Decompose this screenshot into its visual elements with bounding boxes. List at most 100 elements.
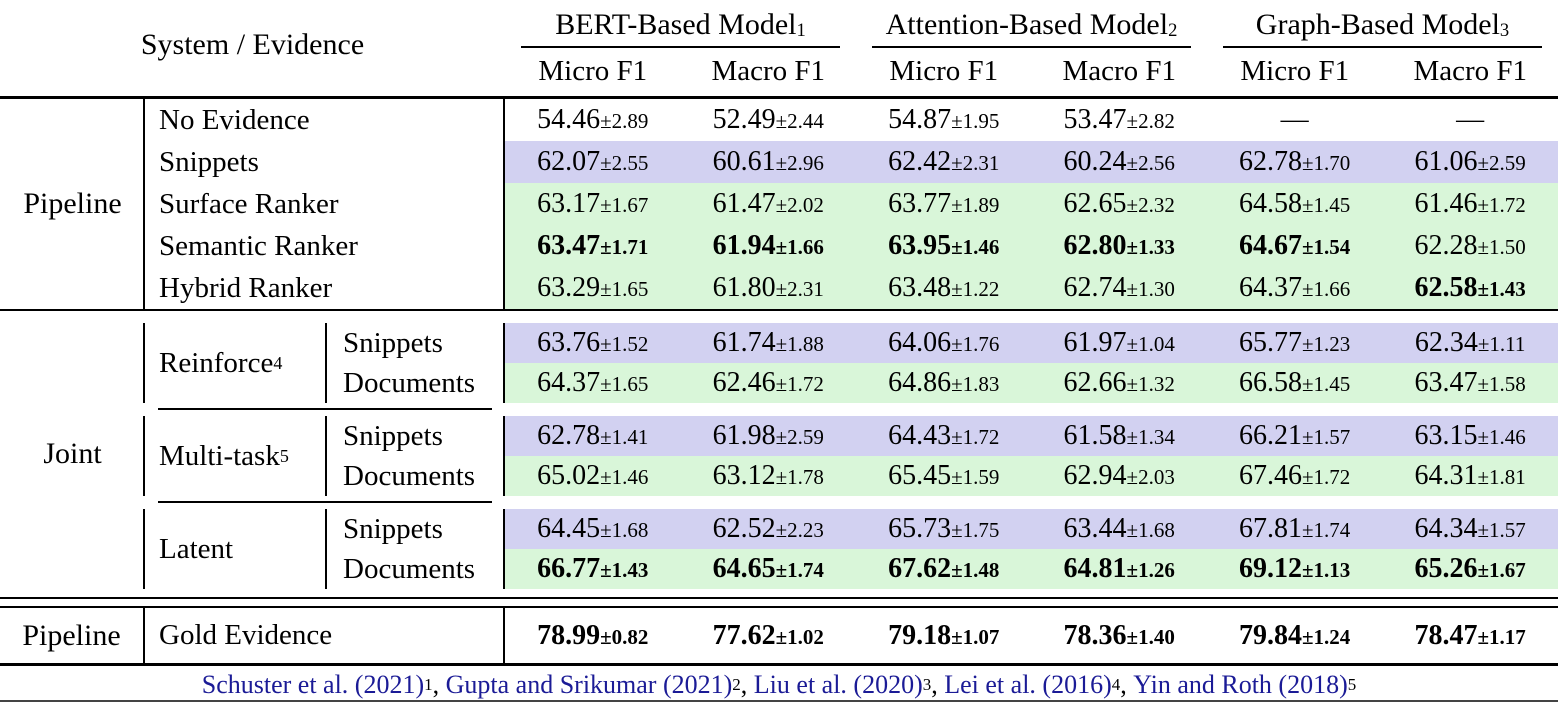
metric-cell: 62.78±1.41 xyxy=(505,416,680,456)
attention-model-header: Attention-Based Model xyxy=(885,8,1169,41)
metric-cell: 61.94±1.66 xyxy=(680,225,855,267)
value-text: 61.47 xyxy=(712,188,776,219)
stddev-text: ±2.31 xyxy=(775,277,824,301)
metric-cell: 62.74±1.30 xyxy=(1031,267,1206,309)
gold-evidence-label: Gold Evidence xyxy=(145,608,505,663)
metric-cell: 63.44±1.68 xyxy=(1031,509,1206,549)
metric-cell: 64.81±1.26 xyxy=(1031,549,1206,589)
metric-value: 64.67±1.54 xyxy=(1239,230,1350,262)
header-rule xyxy=(0,96,1558,99)
citation-link[interactable]: Lei et al. (2016) xyxy=(944,669,1112,699)
table-row: Snippets 62.07±2.55 60.61±2.96 62.42±2.31 60… xyxy=(0,141,1558,183)
value-text: 52.49 xyxy=(712,104,776,135)
joint-group: Reinforce 4 Snippets 63.76±1.52 61.74±1.88 64… xyxy=(0,323,1558,403)
metric-value: 79.18±1.07 xyxy=(888,620,999,652)
stddev-text: ±1.78 xyxy=(775,465,824,489)
metric-cell: 62.94±2.03 xyxy=(1031,456,1206,496)
system-column-spacer xyxy=(145,549,327,589)
stddev-text: ±1.65 xyxy=(600,277,649,301)
metric-value: 53.47±2.82 xyxy=(1064,104,1175,136)
value-text: 64.45 xyxy=(537,513,601,544)
metric-cell: 79.84±1.24 xyxy=(1207,608,1382,663)
metric-value: 63.95±1.46 xyxy=(888,230,999,262)
metric-value: 64.65±1.74 xyxy=(713,553,824,585)
group-divider xyxy=(0,403,1558,416)
system-column-spacer xyxy=(0,267,145,309)
stddev-text: ±1.48 xyxy=(951,558,1000,582)
model-group-graph: Graph-Based Model 3 xyxy=(1207,0,1558,48)
metric-value: 66.77±1.43 xyxy=(537,553,648,585)
system-column-spacer xyxy=(0,141,145,183)
stddev-text: ±1.67 xyxy=(1477,558,1526,582)
stddev-text: ±1.74 xyxy=(1302,518,1351,542)
stddev-text: ±1.72 xyxy=(1302,465,1351,489)
value-text: 66.77 xyxy=(537,553,601,584)
metric-cell: 62.07±2.55 xyxy=(505,141,680,183)
stddev-text: ±2.32 xyxy=(1126,193,1175,217)
metric-cell: 61.47±2.02 xyxy=(680,183,855,225)
pipeline-section-label: Pipeline xyxy=(23,187,122,220)
value-text: 64.37 xyxy=(1239,272,1303,303)
metric-value: 64.31±1.81 xyxy=(1415,460,1526,492)
row-values-band: 66.77±1.43 64.65±1.74 67.62±1.48 64.81±1.26… xyxy=(505,549,1558,589)
value-text: 69.12 xyxy=(1239,553,1303,584)
col-header-graph-micro-f1: Micro F1 xyxy=(1240,55,1350,87)
value-text: — xyxy=(1456,104,1485,135)
bert-group-rule xyxy=(521,46,840,48)
metric-cell: 61.58±1.34 xyxy=(1031,416,1206,456)
table-row: Semantic Ranker 63.47±1.71 61.94±1.66 63.95… xyxy=(0,225,1558,267)
metric-value: 63.76±1.52 xyxy=(537,327,648,359)
system-column-spacer xyxy=(145,456,327,496)
metric-value: 62.52±2.23 xyxy=(713,513,824,545)
evidence-label: No Evidence xyxy=(145,99,505,141)
col-header-graph-macro-f1: Macro F1 xyxy=(1413,55,1528,87)
metric-value: 78.36±1.40 xyxy=(1064,620,1175,652)
metric-cell: 66.21±1.57 xyxy=(1207,416,1382,456)
metric-value: — xyxy=(1456,104,1484,136)
value-text: 62.78 xyxy=(537,420,601,451)
citation-link[interactable]: Gupta and Srikumar (2021) xyxy=(445,669,733,699)
stddev-text: ±2.02 xyxy=(775,193,824,217)
stddev-text: ±1.57 xyxy=(1477,518,1526,542)
attention-group-rule xyxy=(872,46,1191,48)
value-text: 64.34 xyxy=(1414,513,1478,544)
stddev-text: ±1.72 xyxy=(775,372,824,396)
col-header-att-micro-f1: Micro F1 xyxy=(889,55,999,87)
metric-cell: 62.58±1.43 xyxy=(1382,267,1557,309)
evidence-label: Documents xyxy=(327,363,505,403)
metric-cell: 61.06±2.59 xyxy=(1382,141,1557,183)
graph-model-header: Graph-Based Model xyxy=(1255,8,1500,41)
citation-link[interactable]: Schuster et al. (2021) xyxy=(201,669,425,699)
metric-cell: 67.81±1.74 xyxy=(1207,509,1382,549)
metric-value: 63.47±1.71 xyxy=(537,230,648,262)
metric-value: 61.94±1.66 xyxy=(713,230,824,262)
metric-cell: 61.98±2.59 xyxy=(680,416,855,456)
metric-cell: 69.12±1.13 xyxy=(1207,549,1382,589)
metric-value: 77.62±1.02 xyxy=(713,620,824,652)
metric-value: 65.77±1.23 xyxy=(1239,327,1350,359)
row-values-band: 65.02±1.46 63.12±1.78 65.45±1.59 62.94±2.03… xyxy=(505,456,1558,496)
value-text: 61.97 xyxy=(1063,327,1127,358)
metric-value: 63.44±1.68 xyxy=(1064,513,1175,545)
value-text: 62.66 xyxy=(1063,367,1127,398)
metric-cell: 62.52±2.23 xyxy=(680,509,855,549)
metric-cell: 65.73±1.75 xyxy=(856,509,1031,549)
metric-cell: 61.97±1.04 xyxy=(1031,323,1206,363)
joint-column-spacer xyxy=(0,416,145,456)
joint-system-text: Multi-task xyxy=(159,439,280,472)
stddev-text: ±1.81 xyxy=(1477,465,1526,489)
joint-column-spacer xyxy=(0,323,145,363)
metric-cell: 62.34±1.11 xyxy=(1382,323,1557,363)
citation-link[interactable]: Liu et al. (2020) xyxy=(753,669,923,699)
citation-link[interactable]: Yin and Roth (2018) xyxy=(1133,669,1348,699)
metric-value: 63.15±1.46 xyxy=(1415,420,1526,452)
value-text: 78.47 xyxy=(1414,619,1478,651)
joint-system-footnote-mark: 5 xyxy=(279,445,289,466)
system-column-spacer xyxy=(145,363,327,403)
joint-group: Latent Snippets 64.45±1.68 62.52±2.23 65.73±… xyxy=(0,509,1558,589)
metric-value: 66.58±1.45 xyxy=(1239,367,1350,399)
metric-value: 62.28±1.50 xyxy=(1415,230,1526,262)
metric-cell: 63.15±1.46 xyxy=(1382,416,1557,456)
row-values-band: 63.76±1.52 61.74±1.88 64.06±1.76 61.97±1.04… xyxy=(505,323,1558,363)
gold-evidence-values: 78.99±0.82 77.62±1.02 79.18±1.07 78.36±1.40… xyxy=(505,608,1558,663)
